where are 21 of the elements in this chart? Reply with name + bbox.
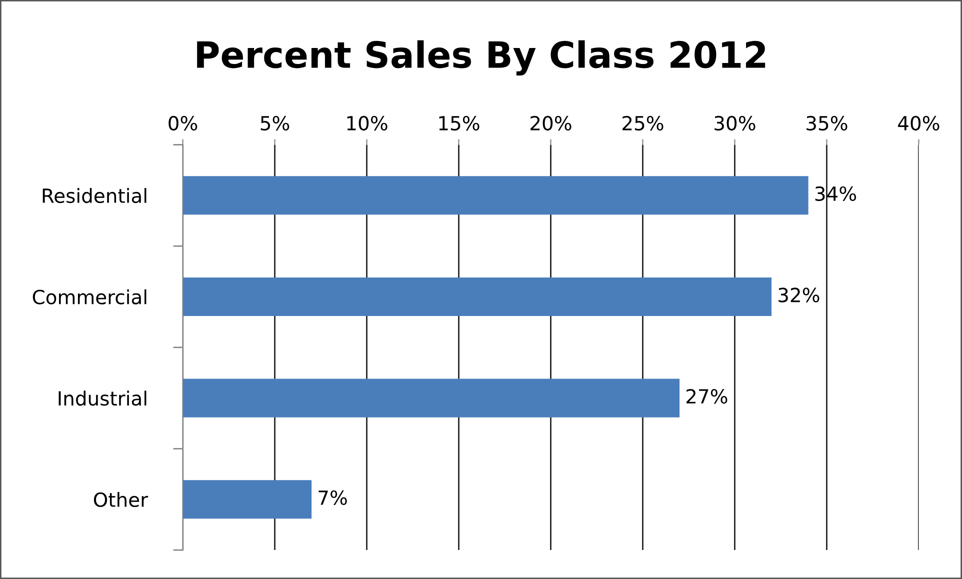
x-tick-label: 35%: [806, 116, 848, 131]
x-tick-label: 20%: [530, 116, 572, 131]
chart-title: Percent Sales By Class 2012: [197, 40, 766, 76]
y-tick-label: Residential: [42, 188, 146, 204]
x-tick-label: 10%: [347, 116, 388, 131]
x-tick-label: 30%: [714, 116, 756, 131]
data-label: 7%: [318, 490, 347, 506]
x-tick-label: 40%: [898, 116, 940, 131]
bar: [182, 176, 808, 215]
y-tick-label: Industrial: [58, 390, 146, 406]
bar: [182, 378, 680, 418]
y-tick-label: Commercial: [32, 289, 146, 304]
bar: [182, 480, 312, 519]
x-tick-label: 15%: [439, 116, 480, 131]
x-tick-label: 0%: [168, 116, 198, 131]
data-label: 27%: [686, 388, 728, 404]
bar: [182, 277, 772, 316]
data-label: 32%: [778, 288, 820, 302]
x-tick-label: 25%: [622, 116, 664, 131]
x-tick-label: 5%: [260, 116, 290, 131]
y-tick-label: Other: [94, 492, 148, 508]
